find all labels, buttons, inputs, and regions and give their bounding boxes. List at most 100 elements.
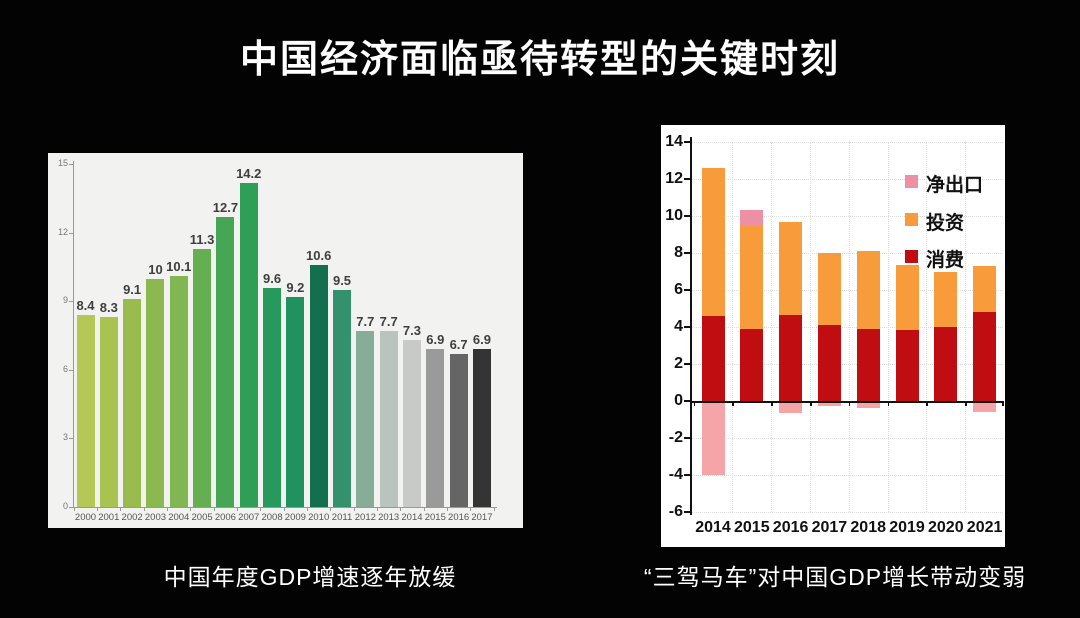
x-tick: [1002, 401, 1004, 406]
y-tick: [69, 438, 73, 440]
gdp-bar-value-2008: 9.6: [263, 270, 282, 286]
gdp-bar-value-2013: 7.7: [379, 314, 398, 330]
gdp-bar-2014: [402, 340, 421, 507]
x-tick: [771, 401, 773, 406]
x-category-label-2017: 2017: [471, 512, 493, 523]
y-tick-label: 2: [674, 355, 683, 372]
y-tick: [684, 400, 690, 402]
grid-line-v: [771, 142, 773, 512]
y-tick: [684, 289, 690, 291]
y-axis-line: [690, 137, 692, 515]
y-tick: [69, 369, 73, 371]
segment-consumption-2018: [856, 328, 880, 401]
grid-line-h: [690, 179, 1003, 180]
zero-line: [690, 401, 1003, 403]
x-category-label-2018: 2018: [850, 519, 886, 536]
segment-investment-2020: [934, 271, 958, 327]
gdp-bar-value-2002: 9.1: [123, 282, 142, 298]
legend-label-consumption: 消费: [926, 250, 965, 271]
segment-consumption-2017: [817, 325, 841, 401]
segment-consumption-2014: [701, 315, 725, 401]
x-tick: [446, 507, 448, 511]
x-tick: [470, 507, 472, 511]
x-axis-line: [73, 507, 497, 508]
grid-line-h: [690, 253, 1003, 254]
legend-swatch-investment: [905, 213, 918, 226]
x-category-label-2015: 2015: [424, 512, 446, 523]
y-tick: [684, 141, 690, 143]
gdp-bar-2007: [239, 182, 258, 507]
y-tick: [684, 215, 690, 217]
gdp-bar-value-2003: 10: [148, 261, 163, 277]
x-tick: [423, 507, 425, 511]
legend-swatch-consumption: [905, 250, 918, 263]
gdp-bar-2005: [193, 248, 212, 507]
x-category-label-2014: 2014: [695, 519, 731, 536]
gdp-bar-2017: [472, 349, 491, 507]
gdp-bar-value-2016: 6.7: [449, 336, 468, 352]
grid-line-h: [690, 438, 1003, 439]
x-category-label-2014: 2014: [401, 512, 423, 523]
gdp-growth-chart-panel: 15 12 9 6 3 0 8.4 2000 8.3 2001 9.1 2002 10 2003 10.1 2…: [48, 153, 523, 528]
x-category-label-2016: 2016: [772, 519, 809, 536]
segment-consumption-2015: [740, 328, 764, 401]
segment-net-exports-2017: [817, 402, 841, 407]
grid-line-h: [690, 475, 1003, 476]
y-tick: [684, 474, 690, 476]
y-tick-label: 6: [62, 363, 68, 374]
x-category-label-2011: 2011: [331, 512, 353, 523]
x-tick: [493, 507, 495, 511]
x-tick: [167, 507, 169, 511]
segment-investment-2015: [740, 225, 764, 329]
gdp-bar-2008: [263, 287, 282, 507]
y-tick-label: 3: [62, 432, 68, 443]
x-category-label-2020: 2020: [928, 519, 964, 536]
segment-investment-2017: [817, 253, 841, 326]
segment-consumption-2016: [779, 314, 803, 401]
y-tick: [684, 363, 690, 365]
grid-line-v: [887, 142, 889, 512]
x-category-label-2001: 2001: [98, 512, 120, 523]
gdp-bar-value-2011: 9.5: [332, 273, 352, 289]
y-tick: [684, 511, 690, 513]
y-tick: [684, 326, 690, 328]
x-category-label-2019: 2019: [889, 519, 925, 536]
y-tick-label: -6: [668, 503, 683, 520]
x-category-label-2021: 2021: [966, 519, 1003, 536]
grid-line-h: [690, 327, 1003, 328]
x-tick: [400, 507, 402, 511]
segment-net-exports-2021: [973, 402, 997, 412]
x-tick: [73, 507, 75, 511]
x-tick: [926, 401, 928, 406]
y-tick: [684, 178, 690, 180]
x-category-label-2015: 2015: [734, 519, 770, 536]
x-tick: [848, 401, 851, 406]
grid-line-v: [848, 142, 850, 512]
gdp-bar-2003: [146, 278, 165, 507]
x-category-label-2007: 2007: [238, 512, 260, 523]
x-tick: [330, 507, 332, 511]
x-category-label-2016: 2016: [448, 512, 470, 523]
x-category-label-2008: 2008: [261, 512, 283, 523]
segment-investment-2014: [701, 167, 725, 316]
x-category-label-2010: 2010: [308, 512, 330, 523]
gdp-bar-2010: [309, 264, 328, 507]
left-chart-caption: 中国年度GDP增速逐年放缓: [163, 564, 457, 590]
segment-consumption-2020: [934, 327, 958, 401]
y-tick-label: 9: [62, 295, 68, 306]
troika-chart-panel: 14 12 10 8 6 4 2 0 -2 -4 -6 2014 2015 2016 2017 2018 201…: [661, 125, 1005, 547]
x-category-label-2005: 2005: [191, 512, 213, 523]
x-tick: [732, 401, 734, 406]
gdp-bar-value-2006: 12.7: [212, 199, 239, 215]
y-tick-label: 0: [674, 392, 683, 409]
y-tick-label: 6: [674, 281, 683, 298]
y-tick-label: 10: [665, 207, 683, 224]
x-tick: [237, 507, 239, 511]
gdp-bar-value-2004: 10.1: [166, 259, 192, 275]
gdp-bar-2000: [76, 315, 95, 507]
gdp-bar-2015: [426, 349, 445, 507]
x-category-label-2009: 2009: [284, 512, 306, 523]
gdp-growth-plot: 15 12 9 6 3 0 8.4 2000 8.3 2001 9.1 2002 10 2003 10.1 2…: [48, 153, 523, 528]
gdp-bar-2006: [216, 216, 235, 507]
y-tick-label: -4: [668, 466, 683, 483]
